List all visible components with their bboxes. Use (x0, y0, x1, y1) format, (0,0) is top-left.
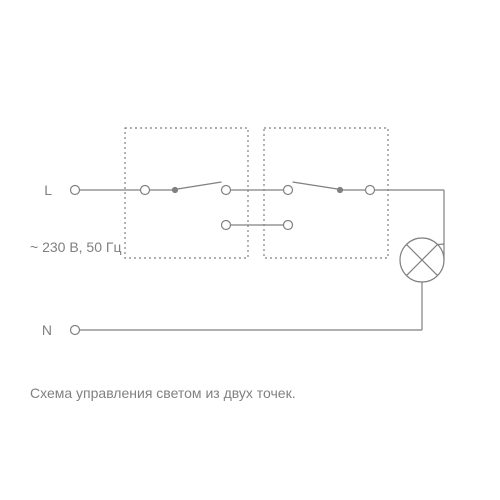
label-voltage: ~ 230 В, 50 Гц (30, 239, 122, 255)
caption: Схема управления светом из двух точек. (30, 385, 296, 401)
two-way-switch-diagram: L N ~ 230 В, 50 Гц Схема управления светом … (0, 0, 500, 500)
label-n: N (42, 322, 52, 338)
label-l: L (44, 182, 52, 198)
terminal-l (71, 186, 80, 195)
terminal-n (71, 326, 80, 335)
